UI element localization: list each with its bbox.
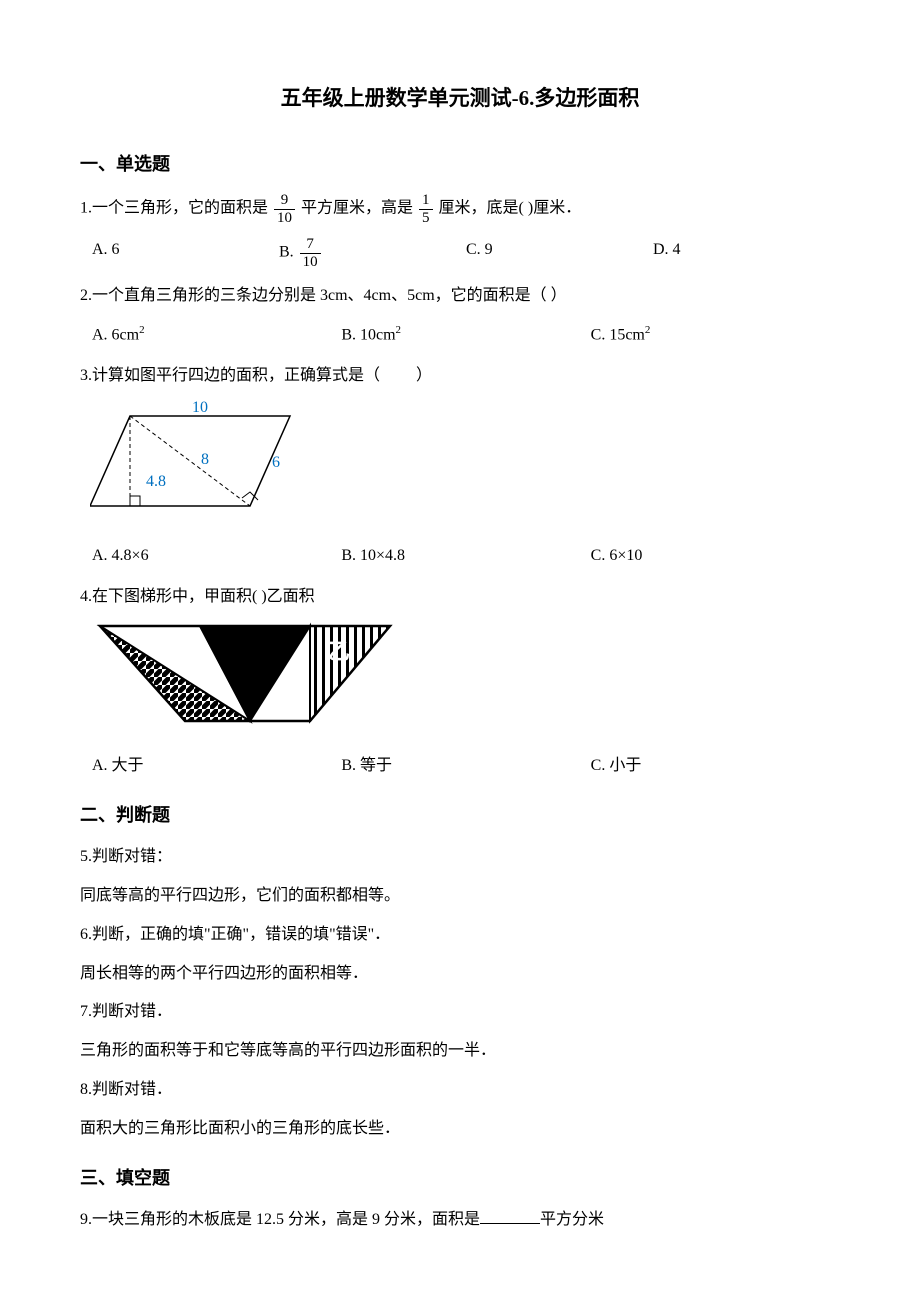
q2-opta-pre: A. 6cm	[92, 326, 139, 343]
page-title: 五年级上册数学单元测试-6.多边形面积	[80, 80, 840, 118]
q2-optc-pre: C. 15cm	[591, 326, 645, 343]
q1-option-d: D. 4	[653, 236, 830, 270]
section-3-heading: 三、填空题	[80, 1162, 840, 1194]
q3-options: A. 4.8×6 B. 10×4.8 C. 6×10	[80, 542, 840, 571]
q1-frac2: 1 5	[419, 192, 433, 226]
q4-options: A. 大于 B. 等于 C. 小于	[80, 752, 840, 781]
q1-frac1-num: 9	[274, 192, 295, 210]
q9-post: 平方分米	[540, 1211, 604, 1228]
q9-blank	[480, 1207, 540, 1224]
question-7-line2: 三角形的面积等于和它等底等高的平行四边形面积的一半．	[80, 1037, 840, 1066]
q4-label-yi: 乙	[328, 639, 350, 664]
q3-option-b: B. 10×4.8	[341, 542, 580, 571]
q1-optb-num: 7	[300, 236, 321, 254]
question-1: 1.一个三角形，它的面积是 9 10 平方厘米，高是 1 5 厘米，底是( )厘…	[80, 192, 840, 226]
question-5-line2: 同底等高的平行四边形，它们的面积都相等。	[80, 882, 840, 911]
q1-pre: 1.一个三角形，它的面积是	[80, 200, 272, 217]
question-3: 3.计算如图平行四边的面积，正确算式是（ ）	[80, 362, 840, 391]
question-8-line2: 面积大的三角形比面积小的三角形的底长些．	[80, 1115, 840, 1144]
q3-label-8: 8	[201, 451, 209, 468]
question-2: 2.一个直角三角形的三条边分别是 3cm、4cm、5cm，它的面积是（ ）	[80, 282, 840, 311]
q1-optb-pre: B.	[279, 244, 298, 261]
parallelogram-svg: 10 8 4.8 6	[90, 401, 300, 521]
q2-optc-sup: 2	[645, 324, 651, 336]
section-2-heading: 二、判断题	[80, 799, 840, 831]
q1-frac1: 9 10	[274, 192, 295, 226]
trapezoid-svg: 甲 乙	[90, 621, 410, 731]
question-9: 9.一块三角形的木板底是 12.5 分米，高是 9 分米，面积是 平方分米	[80, 1206, 840, 1235]
question-7-line1: 7.判断对错．	[80, 998, 840, 1027]
question-6-line2: 周长相等的两个平行四边形的面积相等．	[80, 960, 840, 989]
q1-frac2-den: 5	[419, 210, 433, 227]
q2-optb-sup: 2	[396, 324, 402, 336]
q1-post: 厘米，底是( )厘米．	[439, 200, 582, 217]
question-6-line1: 6.判断，正确的填"正确"，错误的填"错误"．	[80, 921, 840, 950]
question-4: 4.在下图梯形中，甲面积( )乙面积	[80, 583, 840, 612]
q3-diagram: 10 8 4.8 6	[90, 401, 840, 532]
q4-option-b: B. 等于	[341, 752, 580, 781]
q1-optb-den: 10	[300, 254, 321, 271]
q2-option-c: C. 15cm2	[591, 321, 830, 350]
q4-option-a: A. 大于	[80, 752, 331, 781]
q4-label-jia: 甲	[175, 656, 197, 681]
q2-opta-sup: 2	[139, 324, 145, 336]
section-1-heading: 一、单选题	[80, 148, 840, 180]
q3-option-a: A. 4.8×6	[80, 542, 331, 571]
q1-frac2-num: 1	[419, 192, 433, 210]
q1-option-a: A. 6	[80, 236, 269, 270]
q9-pre: 9.一块三角形的木板底是 12.5 分米，高是 9 分米，面积是	[80, 1211, 480, 1228]
q3-option-c: C. 6×10	[591, 542, 830, 571]
q1-option-b: B. 7 10	[279, 236, 456, 270]
q2-options: A. 6cm2 B. 10cm2 C. 15cm2	[80, 321, 840, 350]
q2-option-b: B. 10cm2	[341, 321, 580, 350]
q3-label-48: 4.8	[146, 473, 166, 490]
q1-option-c: C. 9	[466, 236, 643, 270]
q3-label-10: 10	[192, 401, 208, 416]
q4-diagram: 甲 乙	[90, 621, 840, 742]
q1-options: A. 6 B. 7 10 C. 9 D. 4	[80, 236, 840, 270]
q2-optb-pre: B. 10cm	[341, 326, 395, 343]
question-5-line1: 5.判断对错：	[80, 843, 840, 872]
q2-option-a: A. 6cm2	[80, 321, 331, 350]
q1-mid: 平方厘米，高是	[301, 200, 417, 217]
q1-frac1-den: 10	[274, 210, 295, 227]
q3-label-6: 6	[272, 454, 280, 471]
q1-optb-frac: 7 10	[300, 236, 321, 270]
question-8-line1: 8.判断对错．	[80, 1076, 840, 1105]
q4-option-c: C. 小于	[591, 752, 830, 781]
